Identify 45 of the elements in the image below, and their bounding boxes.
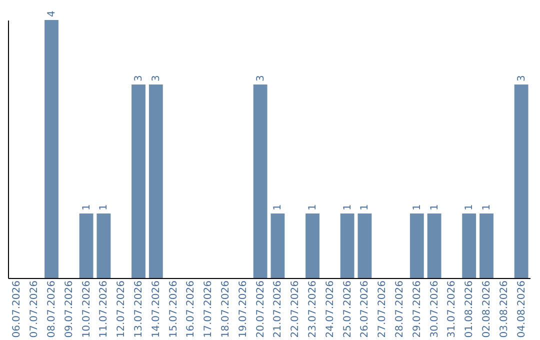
- data-label: 1: [464, 204, 476, 210]
- data-label: 3: [134, 75, 144, 82]
- x-tick-label: 06.07.2026: [12, 280, 23, 338]
- x-tick-label: 02.08.2026: [482, 280, 492, 338]
- x-tick-label: 07.07.2026: [29, 280, 40, 338]
- x-tick-label: 27.07.2026: [377, 280, 388, 338]
- x-tick-label: 03.08.2026: [498, 280, 510, 338]
- x-tick-label: 14.07.2026: [150, 280, 162, 338]
- data-label: 1: [482, 204, 492, 210]
- data-label: 1: [342, 204, 354, 210]
- x-tick-label: 12.07.2026: [116, 280, 128, 338]
- x-tick-label: 10.07.2026: [81, 280, 92, 338]
- x-tick-label: 31.07.2026: [446, 280, 458, 338]
- data-label: 1: [429, 204, 440, 210]
- x-tick-label: 26.07.2026: [360, 280, 371, 338]
- data-label: 1: [272, 204, 284, 210]
- data-label: 1: [308, 204, 318, 210]
- x-tick-label: 28.07.2026: [394, 280, 406, 338]
- x-tick-label: 25.07.2026: [342, 280, 354, 338]
- x-tick-label: 15.07.2026: [168, 280, 180, 338]
- x-tick-label: 04.08.2026: [516, 280, 528, 338]
- x-tick-label: 19.07.2026: [238, 280, 249, 338]
- x-tick-label: 16.07.2026: [186, 280, 197, 338]
- data-label: 1: [98, 204, 110, 210]
- data-label: 1: [412, 204, 423, 210]
- x-tick-label: 08.07.2026: [46, 280, 58, 338]
- x-tick-label: 01.08.2026: [464, 280, 476, 338]
- data-label: 3: [150, 75, 162, 82]
- data-label: 1: [360, 204, 371, 210]
- data-label: 4: [46, 10, 58, 17]
- data-label: 1: [81, 204, 92, 210]
- data-label: 3: [255, 75, 266, 82]
- x-tick-label: 29.07.2026: [412, 280, 423, 338]
- x-tick-label: 09.07.2026: [64, 280, 75, 338]
- data-label: 3: [516, 75, 528, 82]
- x-tick-label: 30.07.2026: [429, 280, 440, 338]
- x-tick-label: 17.07.2026: [203, 280, 214, 338]
- x-tick-label: 24.07.2026: [324, 280, 336, 338]
- x-tick-label: 20.07.2026: [255, 280, 266, 338]
- x-tick-label: 11.07.2026: [98, 280, 110, 338]
- x-tick-label: 22.07.2026: [290, 280, 302, 338]
- x-tick-label: 18.07.2026: [220, 280, 232, 338]
- x-tick-label: 23.07.2026: [308, 280, 318, 338]
- x-tick-label: 21.07.2026: [272, 280, 284, 338]
- x-tick-label: 13.07.2026: [134, 280, 144, 338]
